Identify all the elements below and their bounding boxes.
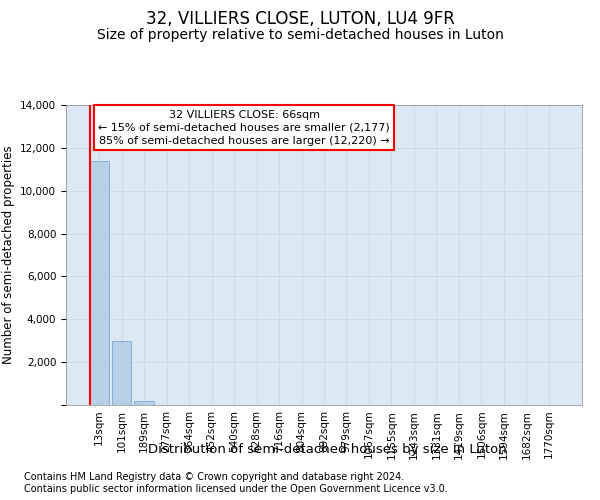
- Text: 32, VILLIERS CLOSE, LUTON, LU4 9FR: 32, VILLIERS CLOSE, LUTON, LU4 9FR: [146, 10, 454, 28]
- Text: Size of property relative to semi-detached houses in Luton: Size of property relative to semi-detach…: [97, 28, 503, 42]
- Text: Contains HM Land Registry data © Crown copyright and database right 2024.: Contains HM Land Registry data © Crown c…: [24, 472, 404, 482]
- Text: 32 VILLIERS CLOSE: 66sqm
← 15% of semi-detached houses are smaller (2,177)
85% o: 32 VILLIERS CLOSE: 66sqm ← 15% of semi-d…: [98, 110, 390, 146]
- Y-axis label: Number of semi-detached properties: Number of semi-detached properties: [2, 146, 14, 364]
- Bar: [112, 340, 131, 405]
- Text: Contains public sector information licensed under the Open Government Licence v3: Contains public sector information licen…: [24, 484, 448, 494]
- Text: Distribution of semi-detached houses by size in Luton: Distribution of semi-detached houses by …: [148, 442, 506, 456]
- Bar: [134, 400, 154, 405]
- Bar: [89, 160, 109, 405]
